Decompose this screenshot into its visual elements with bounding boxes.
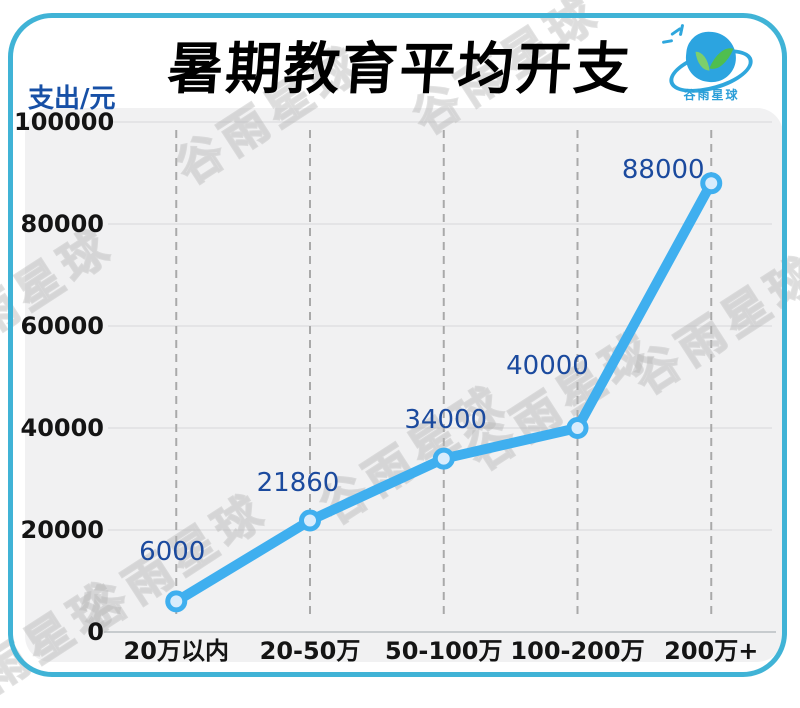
leaf-icon bbox=[709, 43, 734, 74]
leaf-icon bbox=[695, 50, 710, 72]
plot-panel bbox=[25, 108, 783, 662]
sparkle-icon bbox=[661, 39, 674, 44]
sparkle-icon bbox=[678, 23, 685, 37]
brand-logo-label: 谷雨星球 bbox=[683, 88, 740, 102]
y-axis-title: 支出/元 bbox=[28, 84, 116, 114]
chart-title: 暑期教育平均开支 bbox=[165, 37, 634, 102]
brand-logo: 谷雨星球 bbox=[660, 23, 780, 104]
